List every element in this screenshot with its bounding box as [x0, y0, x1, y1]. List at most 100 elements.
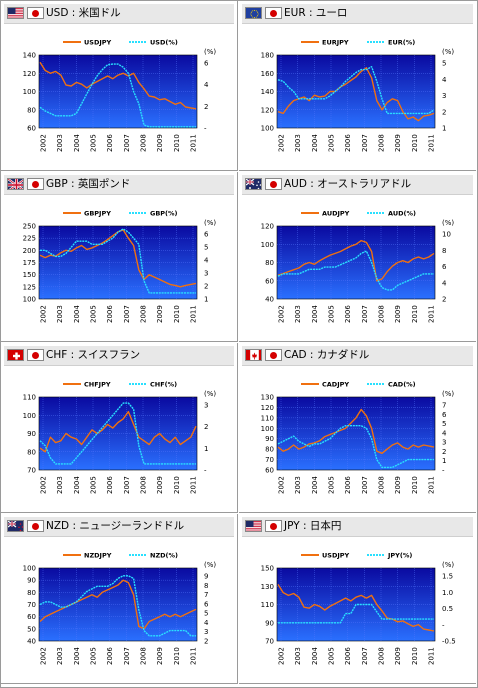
x-tick-label: 2005 [90, 647, 98, 665]
panel-title-bar: AUD : オーストラリアドル [242, 175, 473, 195]
right-tick-label: 2 [442, 448, 446, 456]
axis-unit: (%) [204, 219, 216, 227]
x-tick-label: 2004 [311, 476, 319, 494]
right-tick-label: 5 [204, 244, 208, 252]
right-tick-label: 3 [204, 270, 208, 278]
series-line-eurjpy [277, 67, 435, 122]
x-tick-label: 2008 [140, 647, 148, 665]
left-tick-label: 125 [23, 283, 36, 291]
left-tick-label: 90 [27, 577, 36, 585]
panel-title: NZD : ニュージーランドドル [46, 520, 185, 532]
x-tick-label: 2008 [378, 476, 386, 494]
x-tick-label: 2003 [56, 305, 64, 323]
x-tick-label: 2010 [411, 305, 419, 323]
left-tick-label: 100 [23, 88, 36, 96]
right-tick-label: 1.5 [442, 573, 453, 581]
chart-panel: CAD : カナダドル CADJPY CAD(%) (%) 130 120 110 100 90… [239, 343, 476, 513]
right-tick-label: 6 [442, 263, 447, 271]
right-tick-label: 2 [204, 638, 208, 646]
left-tick-label: 70 [265, 638, 274, 646]
right-tick-label: 4 [204, 619, 209, 627]
right-tick-label: 1 [442, 457, 446, 465]
left-tick-label: 80 [27, 106, 36, 114]
x-tick-label: 2006 [106, 134, 114, 152]
right-tick-label: 2 [204, 423, 208, 431]
right-tick-label: 3 [442, 92, 446, 100]
x-tick-label: 2007 [361, 305, 369, 323]
left-tick-label: 40 [27, 638, 36, 646]
legend-label: GBP(%) [150, 209, 178, 217]
legend-label: EUR(%) [388, 38, 415, 46]
left-tick-label: 110 [23, 394, 36, 402]
right-tick-label: 7 [204, 591, 208, 599]
au-flag-icon [245, 178, 262, 190]
series-line-cadjpy [277, 408, 435, 455]
x-tick-label: 2003 [56, 476, 64, 494]
left-tick-label: 130 [261, 583, 274, 591]
chart-panel: AUD : オーストラリアドル AUDJPY AUD(%) (%) 120 100 80 60… [239, 172, 476, 342]
x-tick-label: 2009 [156, 305, 164, 323]
line-chart: GBPJPY GBP(%) (%) 250 225 200 175 150 125 100 6 5 4 3… [23, 209, 217, 323]
ca-flag-icon [245, 349, 262, 361]
legend-label: JPY(%) [387, 551, 412, 559]
panel-title: CAD : カナダドル [284, 349, 370, 361]
left-tick-label: 60 [265, 467, 274, 475]
left-tick-label: 100 [23, 412, 36, 420]
x-tick-label: 2002 [278, 305, 286, 323]
left-tick-label: 100 [261, 241, 274, 249]
right-tick-label: 1 [442, 125, 446, 133]
uk-flag-icon [7, 178, 24, 190]
x-tick-label: 2007 [123, 305, 131, 323]
legend-label: CAD(%) [388, 380, 416, 388]
left-tick-label: 50 [27, 625, 36, 633]
axis-unit: (%) [442, 390, 454, 398]
line-chart: AUDJPY AUD(%) (%) 120 100 80 60 40 10 8 6 4 2 2002 200… [261, 209, 455, 323]
x-tick-label: 2003 [56, 647, 64, 665]
legend-label: CHF(%) [150, 380, 177, 388]
x-tick-label: 2006 [344, 134, 352, 152]
x-tick-label: 2006 [344, 647, 352, 665]
right-tick-label: - [204, 125, 207, 133]
x-tick-label: 2002 [40, 305, 48, 323]
left-tick-label: 110 [261, 414, 274, 422]
series-line-usdjpy [277, 584, 435, 632]
x-tick-label: 2007 [123, 476, 131, 494]
x-tick-label: 2009 [394, 134, 402, 152]
x-tick-label: 2003 [294, 305, 302, 323]
series-line-gbp [40, 228, 196, 294]
jp-flag-icon [27, 520, 44, 532]
x-tick-label: 2002 [40, 647, 48, 665]
right-tick-label: -0.5 [442, 638, 456, 646]
left-tick-label: 80 [265, 446, 274, 454]
x-tick-label: 2009 [394, 647, 402, 665]
legend-label: CADJPY [322, 380, 349, 388]
series-line-usd [39, 63, 196, 128]
right-tick-label: 2 [442, 296, 446, 304]
axis-unit: (%) [204, 48, 216, 56]
chart-panel: CHF : スイスフラン CHFJPY CHF(%) (%) 110 100 90 80 70 3… [1, 343, 238, 513]
right-tick-label: 8 [442, 247, 446, 255]
x-tick-label: 2005 [328, 305, 336, 323]
left-tick-label: 70 [27, 467, 36, 475]
right-tick-label: 6 [204, 60, 209, 68]
x-tick-label: 2004 [73, 134, 81, 152]
left-tick-label: 80 [265, 259, 274, 267]
right-tick-label: 3 [204, 402, 208, 410]
left-tick-label: 90 [27, 430, 36, 438]
us-flag-icon [245, 520, 262, 532]
right-tick-label: 5 [442, 420, 446, 428]
x-tick-label: 2008 [140, 476, 148, 494]
left-tick-label: 250 [23, 223, 36, 231]
left-tick-label: 100 [261, 425, 274, 433]
right-tick-label: 3 [204, 628, 208, 636]
panel-title: EUR : ユーロ [284, 7, 348, 19]
us-flag-icon [7, 7, 24, 19]
x-tick-label: 2004 [311, 134, 319, 152]
right-tick-label: 0.5 [442, 605, 453, 613]
right-tick-label: 4 [442, 279, 447, 287]
left-tick-label: 120 [23, 70, 36, 78]
x-tick-label: 2011 [428, 647, 436, 665]
chart-panel: JPY : 日本円 USDJPY JPY(%) (%) 150 130 110 90 70 1.5… [239, 514, 476, 684]
